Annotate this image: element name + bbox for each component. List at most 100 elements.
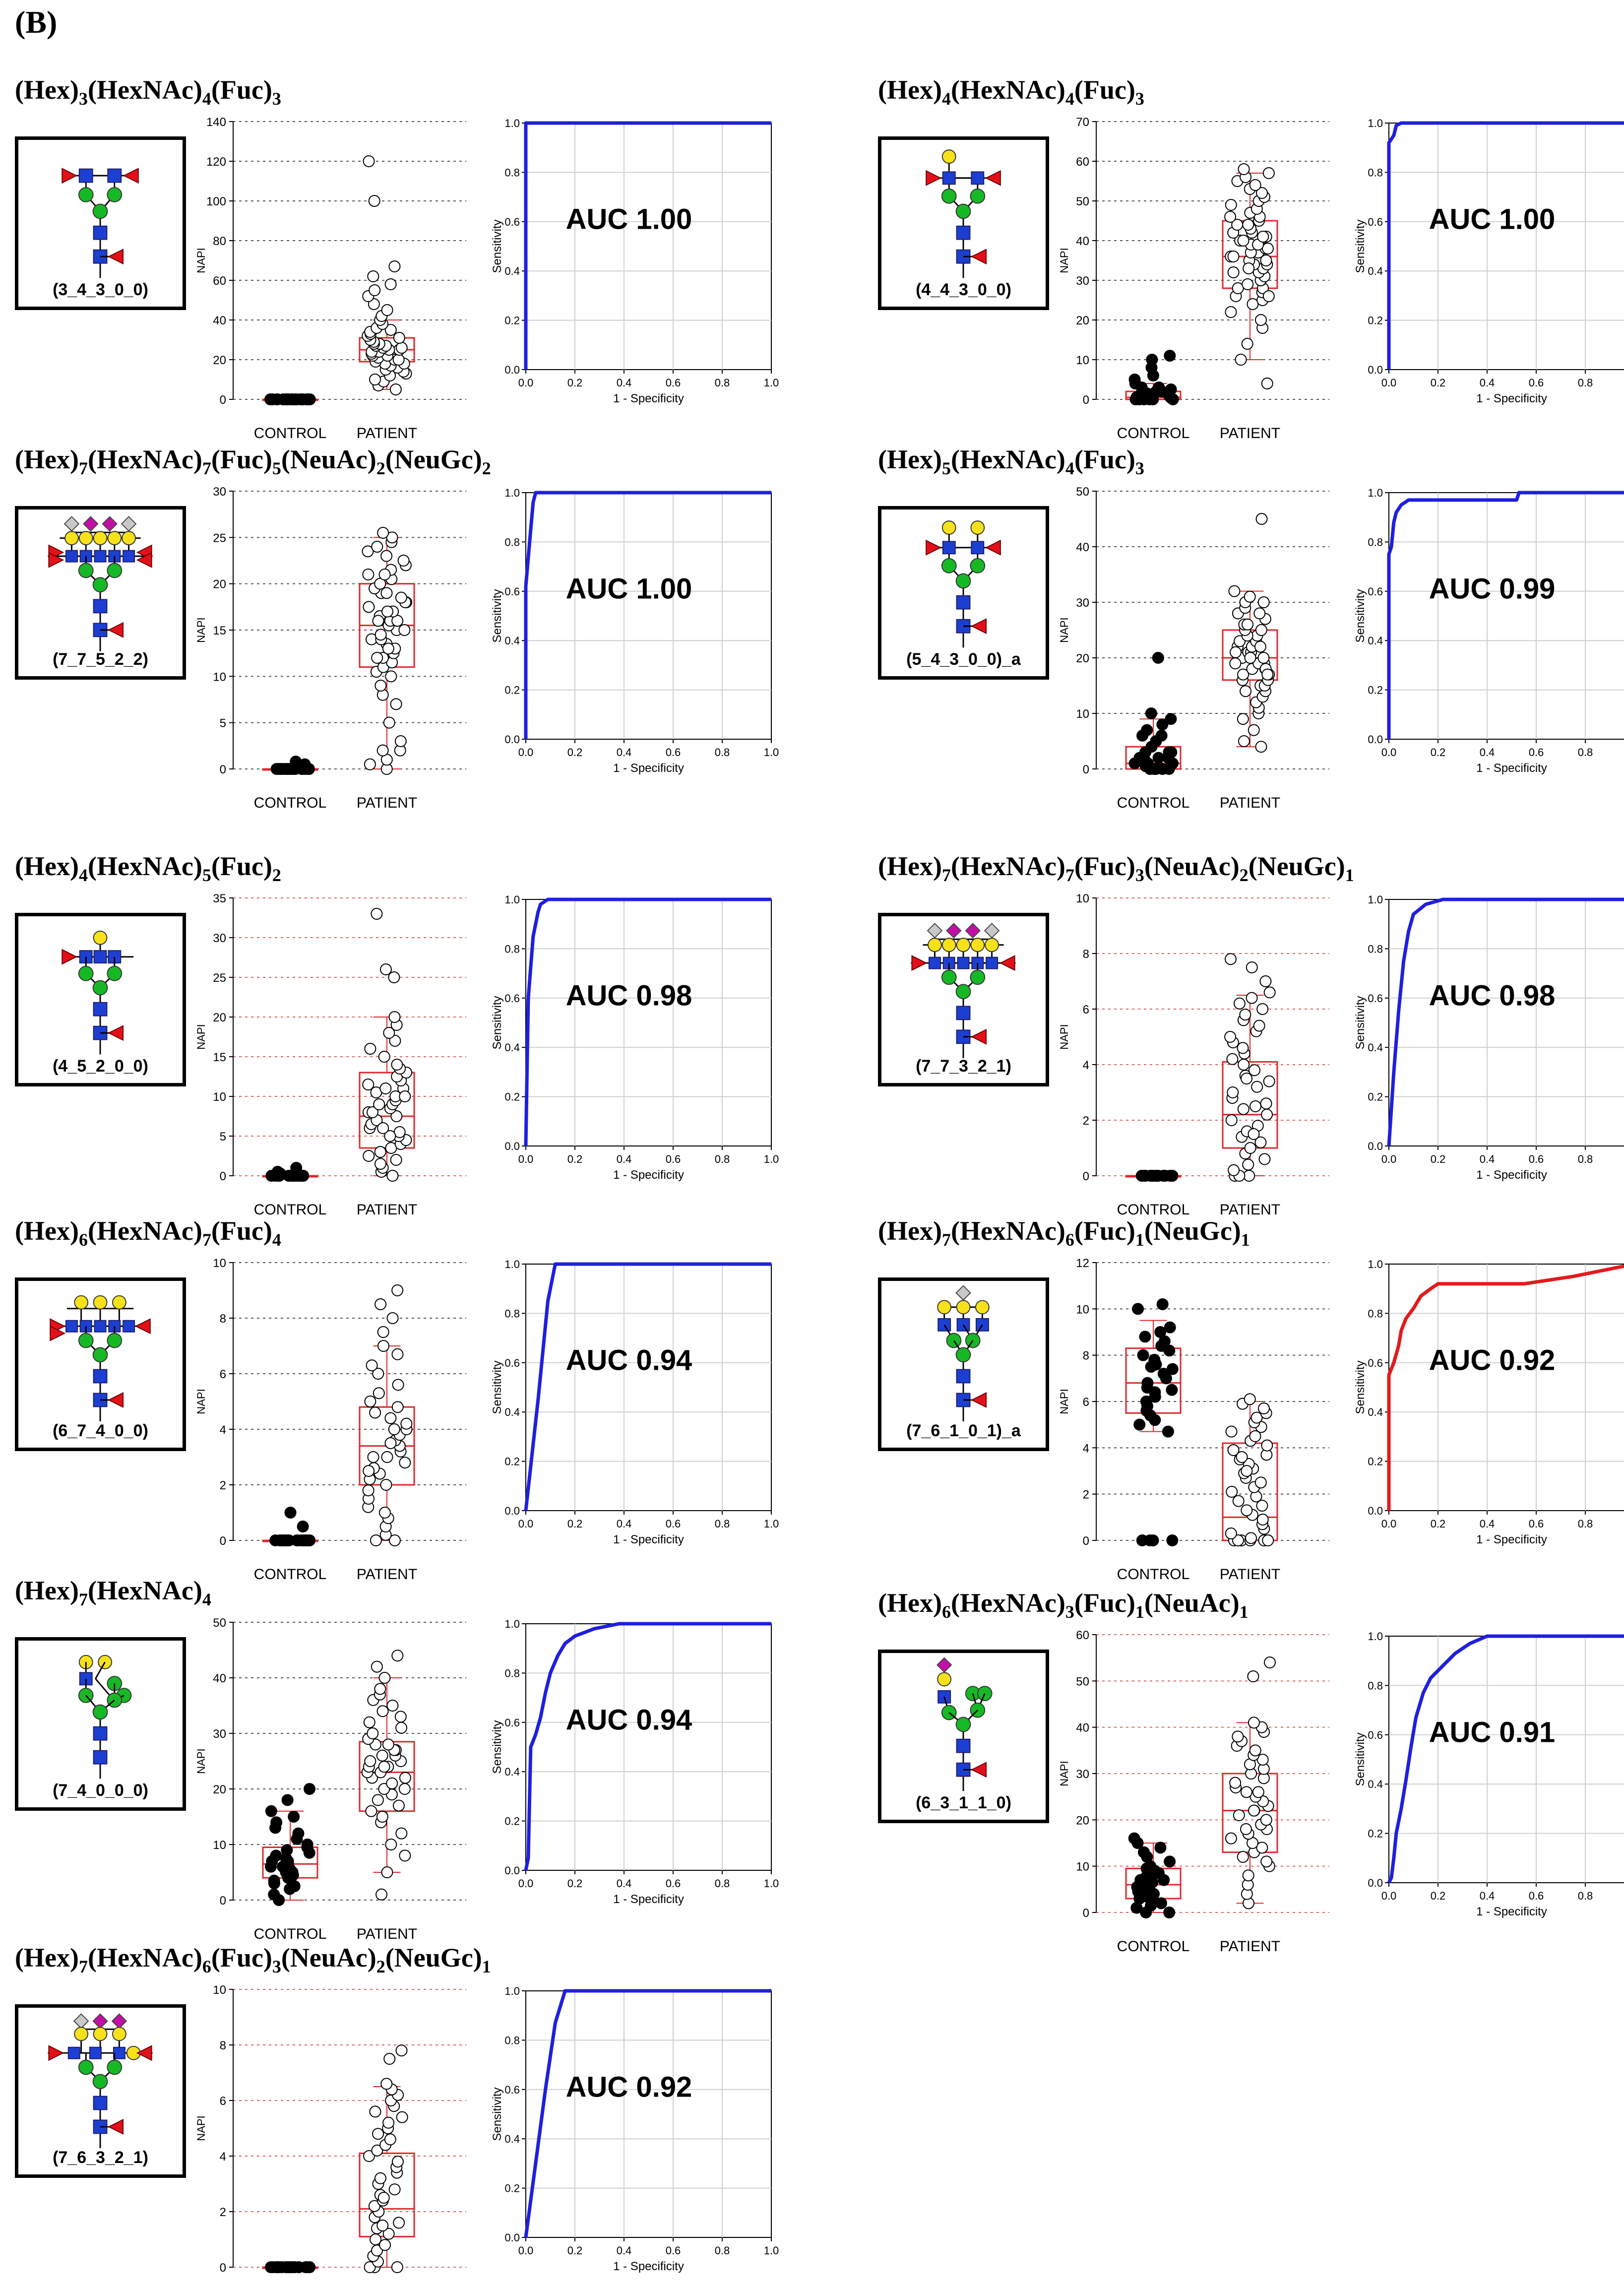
- title-monosaccharide: NeuGc: [394, 445, 473, 474]
- title-count: 7: [78, 1589, 88, 1609]
- patient-point: [369, 1406, 381, 1419]
- category-label: CONTROL: [1117, 1202, 1190, 1218]
- x-tick-label: 0.6: [1529, 1153, 1544, 1165]
- y-tick-label: 0.8: [504, 166, 520, 179]
- x-tick-label: 0.0: [518, 1518, 534, 1530]
- glycan-id: (3_4_3_0_0): [53, 280, 148, 299]
- mannose-circle: [78, 187, 94, 202]
- panel-title: (Hex)4(HexNAc)5(Fuc)2: [15, 851, 281, 885]
- y-axis-label: NAPI: [195, 1024, 207, 1049]
- roc-plot-area: [525, 492, 772, 740]
- patient-point: [367, 1727, 379, 1739]
- fucose-triangle: [985, 539, 1001, 556]
- fucose-triangle: [108, 1392, 124, 1408]
- patient-point: [368, 2200, 380, 2212]
- patient-point: [1250, 1411, 1263, 1424]
- y-tick-label: 10: [213, 670, 226, 684]
- y-tick-label: 0.2: [1368, 1456, 1383, 1468]
- mannose-circle: [941, 188, 957, 204]
- fucose-triangle: [999, 955, 1015, 971]
- title-count: 2: [482, 458, 491, 478]
- x-tick-label: 0.4: [617, 1153, 632, 1165]
- patient-point: [395, 342, 408, 354]
- roc-chart: 0.00.20.40.60.81.00.00.20.40.60.81.01 - …: [1354, 1630, 1624, 1918]
- title-count: 7: [941, 1229, 951, 1250]
- roc-plot-area: [1388, 1636, 1624, 1883]
- patient-point: [385, 670, 397, 683]
- boxplot-container: 0 10 20 30 40 50 NAPI CONTROL PATIENT: [191, 1616, 469, 1950]
- hexnac-square: [956, 1369, 971, 1384]
- category-label: PATIENT: [357, 1566, 417, 1583]
- hexnac-square: [975, 1318, 989, 1332]
- fucose-triangle: [108, 1025, 124, 1041]
- control-point: [1128, 1832, 1140, 1845]
- patient-point: [364, 758, 376, 770]
- y-tick-label: 0.4: [504, 2133, 520, 2145]
- neugc-diamond: [955, 1285, 971, 1301]
- patient-point: [383, 716, 395, 729]
- patient-point: [382, 1738, 394, 1751]
- galactose-circle: [985, 938, 999, 953]
- glycan-structure: [50, 1295, 151, 1422]
- y-tick-label: 0.6: [1368, 585, 1383, 598]
- y-tick-label: 40: [1076, 235, 1089, 248]
- neuac-diamond: [936, 1657, 952, 1673]
- roc-container: 0.00.20.40.60.81.00.00.20.40.60.81.01 - …: [1354, 1258, 1624, 1580]
- patient-point: [398, 1783, 411, 1795]
- patient-point: [364, 1043, 376, 1055]
- glycan-structure-box: (7_6_1_0_1)_a: [878, 1277, 1049, 1451]
- control-point: [288, 1811, 300, 1823]
- title-count: 5: [272, 458, 281, 478]
- napi-boxplot: 0 5 10 15 20 25 30 NAPI CONTROL PATIENT: [195, 485, 466, 811]
- patient-point: [392, 354, 405, 366]
- x-axis-label: 1 - Specificity: [613, 1168, 684, 1182]
- y-tick-label: 1.0: [504, 119, 520, 129]
- mannose-circle: [92, 2074, 108, 2090]
- y-tick-label: 1.0: [504, 1620, 520, 1630]
- y-tick-label: 30: [1076, 596, 1089, 610]
- mannose-circle: [941, 969, 957, 985]
- title-count: 4: [941, 88, 951, 109]
- fucose-triangle: [62, 168, 78, 184]
- roc-plot-area: [1388, 123, 1624, 370]
- glycan-structure: [62, 930, 134, 1055]
- control-point: [1152, 752, 1165, 764]
- patient-point: [380, 550, 393, 562]
- patient-point: [1260, 255, 1272, 266]
- y-tick-label: 0.6: [504, 585, 520, 598]
- control-point: [1164, 1855, 1176, 1868]
- y-tick-label: 0.0: [1368, 733, 1383, 746]
- y-tick-label: 4: [220, 1423, 226, 1437]
- neuac-diamond: [111, 2013, 127, 2029]
- x-tick-label: 0.4: [1480, 1518, 1495, 1530]
- y-tick-label: 40: [213, 314, 226, 327]
- hexnac-square: [89, 2046, 102, 2059]
- patient-point: [1237, 668, 1249, 681]
- neuac-diamond: [92, 2013, 108, 2029]
- patient-point: [1232, 1534, 1244, 1546]
- patient-point: [1232, 1495, 1245, 1507]
- y-axis-label: Sensitivity: [1354, 996, 1367, 1049]
- patient-point: [362, 1484, 375, 1497]
- glycan-id: (7_7_5_2_2): [53, 650, 148, 669]
- patient-point: [384, 1437, 397, 1449]
- patient-point: [378, 1761, 390, 1773]
- patient-point: [376, 744, 389, 757]
- fucose-triangle: [911, 955, 928, 971]
- control-point: [281, 393, 293, 405]
- hexnac-square: [956, 1738, 971, 1753]
- x-axis-label: 1 - Specificity: [613, 1893, 684, 1906]
- patient-point: [1230, 646, 1242, 658]
- y-tick-label: 4: [1083, 1442, 1089, 1455]
- patient-point: [1249, 1100, 1262, 1112]
- patient-point: [367, 1451, 379, 1463]
- y-tick-label: 0.4: [504, 1406, 520, 1418]
- y-tick-label: 1.0: [1368, 1632, 1383, 1643]
- title-monosaccharide: HexNAc: [96, 1216, 193, 1246]
- patient-point: [386, 1700, 399, 1712]
- glycan-structure: [937, 1285, 990, 1422]
